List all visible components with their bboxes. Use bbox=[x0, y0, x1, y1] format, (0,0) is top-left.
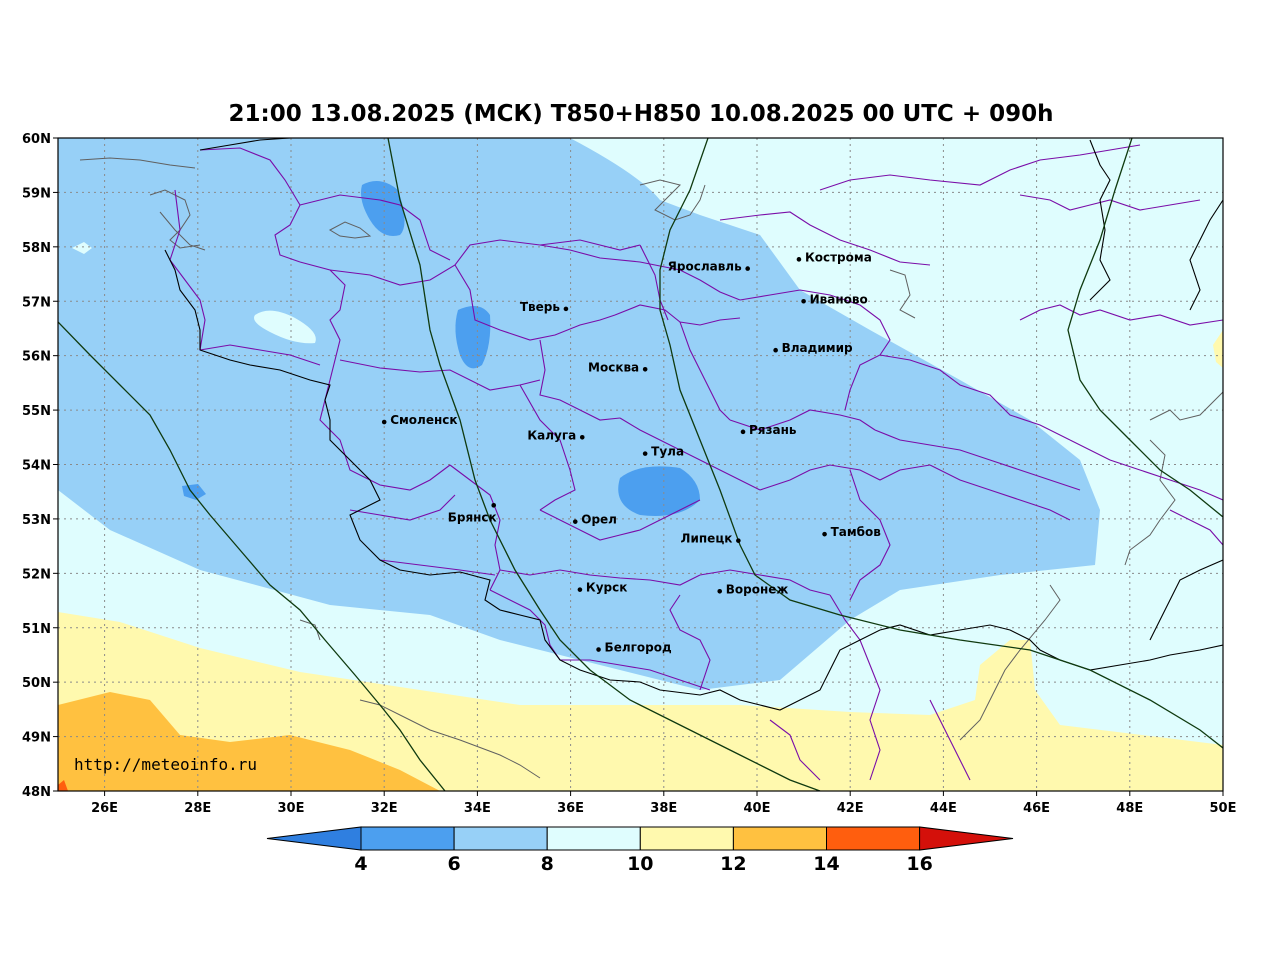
x-tick-label: 32E bbox=[371, 801, 398, 816]
city-dot bbox=[745, 266, 750, 271]
colorbar-segment bbox=[546, 826, 641, 851]
x-tick-label: 36E bbox=[557, 801, 584, 816]
colorbar-segment bbox=[826, 826, 921, 851]
colorbar: 4 6 8 10 12 14 16 bbox=[266, 826, 1014, 875]
colorbar-label: 12 bbox=[720, 853, 746, 875]
city-label: Владимир bbox=[782, 341, 853, 355]
city-dot bbox=[642, 451, 648, 456]
x-tick-label: 40E bbox=[744, 801, 771, 816]
band-8-10-spot bbox=[254, 310, 316, 344]
city-label: Орел bbox=[581, 513, 617, 527]
city-label: Москва bbox=[588, 360, 639, 374]
y-tick-label: 49N bbox=[22, 731, 51, 746]
city-label: Брянск bbox=[448, 510, 497, 524]
city-label: Тверь bbox=[520, 300, 561, 314]
band-12-14 bbox=[58, 692, 440, 791]
y-tick-label: 52N bbox=[22, 567, 51, 582]
y-tick-label: 58N bbox=[22, 241, 51, 256]
x-tick-label: 48E bbox=[1116, 801, 1143, 816]
city-dot bbox=[773, 347, 778, 353]
colorbar-label: 16 bbox=[906, 853, 932, 875]
colorbar-segment bbox=[453, 826, 548, 851]
y-tick-label: 51N bbox=[22, 622, 51, 637]
city-label: Кострома bbox=[805, 250, 872, 264]
city-label: Воронеж bbox=[726, 582, 789, 596]
y-tick-label: 48N bbox=[22, 785, 51, 800]
city-dot bbox=[491, 503, 497, 508]
city-label: Иваново bbox=[810, 292, 868, 306]
city-dot bbox=[822, 531, 827, 537]
geopotential-isolines bbox=[58, 138, 1223, 791]
city-dot bbox=[642, 366, 648, 372]
band-4-6-spot bbox=[361, 181, 405, 236]
city-dot bbox=[381, 419, 387, 425]
x-tick-label: 42E bbox=[837, 801, 864, 816]
latitude-ticks: 48N 49N 50N 51N 52N 53N 54N 55N 56N 57N 58N 59N 60N bbox=[22, 132, 58, 800]
city-markers: Кострома Ярославль Иваново Тверь Владимир Мос… bbox=[381, 250, 882, 655]
country-borders bbox=[164, 138, 1223, 711]
city-label: Белгород bbox=[605, 641, 672, 655]
y-tick-label: 50N bbox=[22, 676, 51, 691]
band-8-10-spot bbox=[72, 242, 92, 254]
band-10-12 bbox=[58, 612, 1223, 791]
city-label: Тамбов bbox=[831, 525, 882, 539]
city-label: Тула bbox=[651, 445, 684, 459]
city-label: Ярославль bbox=[668, 260, 742, 274]
band-4-6-spot bbox=[618, 466, 700, 516]
city-dot bbox=[563, 306, 569, 312]
city-dot bbox=[579, 434, 585, 440]
y-tick-label: 54N bbox=[22, 459, 51, 474]
band-14-16 bbox=[58, 780, 68, 791]
region-borders bbox=[169, 144, 1223, 781]
x-tick-label: 46E bbox=[1023, 801, 1050, 816]
colorbar-segment bbox=[732, 826, 828, 851]
y-tick-label: 57N bbox=[22, 295, 51, 310]
y-tick-label: 55N bbox=[22, 404, 51, 419]
x-tick-label: 38E bbox=[650, 801, 677, 816]
city-dot bbox=[577, 587, 583, 592]
city-dot bbox=[801, 298, 806, 304]
band-10-12-spot bbox=[1213, 330, 1223, 368]
colorbar-label: 10 bbox=[627, 853, 653, 875]
band-4-6-spot bbox=[455, 306, 491, 369]
city-dot bbox=[717, 588, 723, 594]
y-tick-label: 53N bbox=[22, 513, 51, 528]
city-dot bbox=[796, 257, 802, 262]
longitude-ticks: 26E 28E 30E 32E 34E 36E 38E 40E 42E 44E 46E 48E 50E bbox=[91, 791, 1236, 816]
city-label: Смоленск bbox=[390, 413, 457, 427]
x-tick-label: 50E bbox=[1210, 801, 1237, 816]
colorbar-label: 4 bbox=[354, 853, 367, 875]
band-4-6-spot bbox=[182, 484, 206, 500]
x-tick-label: 44E bbox=[930, 801, 957, 816]
city-dot bbox=[572, 519, 578, 524]
x-tick-label: 30E bbox=[278, 801, 305, 816]
rivers-and-lakes bbox=[79, 157, 1223, 779]
watermark-url: http://meteoinfo.ru bbox=[74, 755, 257, 774]
band-6-8 bbox=[58, 138, 1100, 690]
colorbar-segment bbox=[639, 826, 734, 851]
y-tick-label: 60N bbox=[22, 132, 51, 147]
colorbar-under-arrow bbox=[266, 826, 362, 851]
colorbar-segment bbox=[360, 826, 455, 851]
colorbar-label: 8 bbox=[541, 853, 554, 875]
y-tick-label: 56N bbox=[22, 350, 51, 365]
city-dot bbox=[596, 647, 601, 652]
colorbar-over-arrow bbox=[919, 826, 1014, 851]
map-area: Кострома Ярославль Иваново Тверь Владимир Мос… bbox=[58, 138, 1223, 791]
map-title: 21:00 13.08.2025 (МСК) T850+H850 10.08.2… bbox=[228, 101, 1053, 127]
x-tick-label: 26E bbox=[91, 801, 118, 816]
city-label: Курск bbox=[586, 581, 627, 595]
colorbar-label: 6 bbox=[447, 853, 460, 875]
x-tick-label: 34E bbox=[464, 801, 491, 816]
city-dot bbox=[736, 538, 741, 543]
city-label: Липецк bbox=[681, 532, 733, 546]
colorbar-label: 14 bbox=[813, 853, 839, 875]
city-label: Рязань bbox=[749, 423, 797, 437]
x-tick-label: 28E bbox=[184, 801, 211, 816]
y-tick-label: 59N bbox=[22, 186, 51, 201]
city-label: Калуга bbox=[527, 428, 576, 442]
city-dot bbox=[740, 429, 746, 435]
